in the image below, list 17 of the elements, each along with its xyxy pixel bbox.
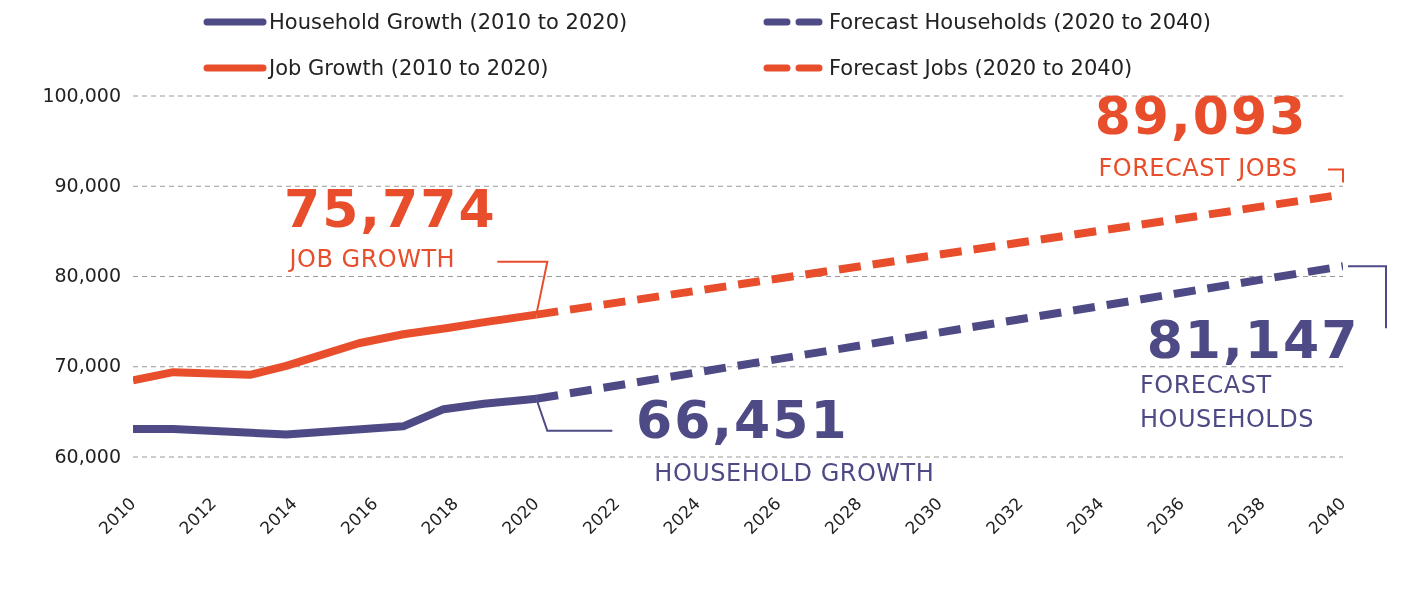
annotation: FORECAST HOUSEHOLDS (1140, 371, 1314, 434)
y-tick-label: 60,000 (54, 444, 121, 467)
y-tick-label: 70,000 (54, 354, 121, 377)
text: HOUSEHOLD GROWTH (654, 458, 935, 487)
annotation: FORECAST JOBS (1098, 154, 1298, 183)
legend-label: Job Growth (2010 to 2020) (269, 56, 549, 80)
y-tick-label: 90,000 (54, 173, 121, 196)
data-label: 81,147 (1146, 310, 1360, 371)
y-tick-label: 100,000 (42, 83, 121, 106)
data-label: 66,451 (636, 389, 849, 450)
y-tick-label: 80,000 (54, 264, 121, 286)
legend-label: Household Growth (2010 to 2020) (269, 10, 628, 34)
annotation: JOB GROWTH (287, 244, 456, 273)
legend-label: Forecast Jobs (2020 to 2040) (829, 56, 1133, 80)
legend-label: Forecast Households (2020 to 2040) (829, 10, 1211, 34)
data-label: 75,774 (284, 178, 497, 239)
data-label: 89,093 (1094, 86, 1308, 147)
